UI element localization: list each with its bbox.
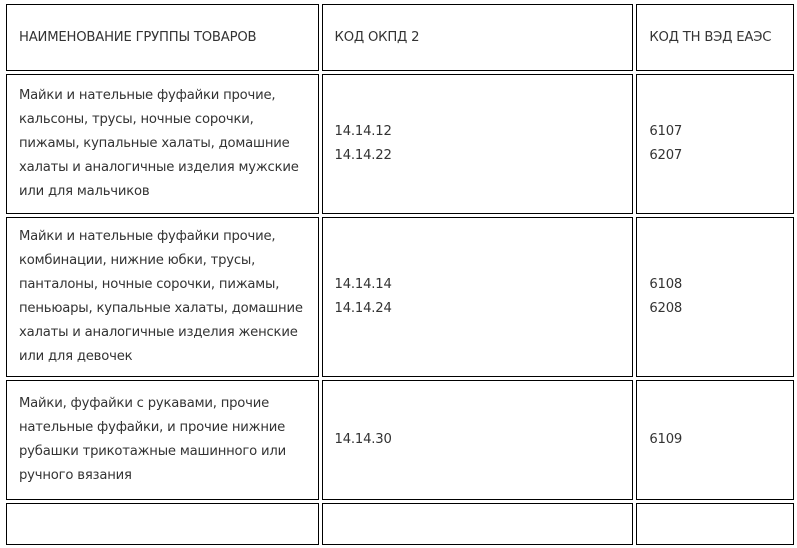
cell-name: Майки и нательные фуфайки прочие, комбин… [6,217,319,377]
okpd-code: 14.14.12 [334,124,392,139]
header-tnved: КОД ТН ВЭД ЕАЭС [636,4,794,71]
table-row: Майки, фуфайки с рукавами, прочие натель… [6,380,794,500]
cell-tnved: 6107 6207 [636,74,794,214]
tnved-code: 6108 [649,277,683,292]
cell-tnved: 6109 [636,380,794,500]
cell-name: Майки, фуфайки с рукавами, прочие натель… [6,380,319,500]
header-okpd: КОД ОКПД 2 [321,4,634,71]
table-row-partial [6,503,794,545]
okpd-code: 14.14.14 [334,277,392,292]
cell-empty [6,503,319,545]
tnved-code: 6109 [649,432,683,447]
cell-empty [321,503,634,545]
header-name: НАИМЕНОВАНИЕ ГРУППЫ ТОВАРОВ [6,4,319,71]
goods-codes-table: НАИМЕНОВАНИЕ ГРУППЫ ТОВАРОВ КОД ОКПД 2 К… [3,1,797,548]
okpd-code: 14.14.24 [334,301,392,316]
table-header-row: НАИМЕНОВАНИЕ ГРУППЫ ТОВАРОВ КОД ОКПД 2 К… [6,4,794,71]
tnved-code: 6208 [649,301,683,316]
cell-name: Майки и нательные фуфайки прочие, кальсо… [6,74,319,214]
table-row: Майки и нательные фуфайки прочие, комбин… [6,217,794,377]
tnved-code: 6107 [649,124,683,139]
cell-empty [636,503,794,545]
table-row: Майки и нательные фуфайки прочие, кальсо… [6,74,794,214]
okpd-code: 14.14.30 [334,432,392,447]
cell-okpd: 14.14.12 14.14.22 [321,74,634,214]
cell-okpd: 14.14.14 14.14.24 [321,217,634,377]
cell-tnved: 6108 6208 [636,217,794,377]
tnved-code: 6207 [649,148,683,163]
okpd-code: 14.14.22 [334,148,392,163]
cell-okpd: 14.14.30 [321,380,634,500]
